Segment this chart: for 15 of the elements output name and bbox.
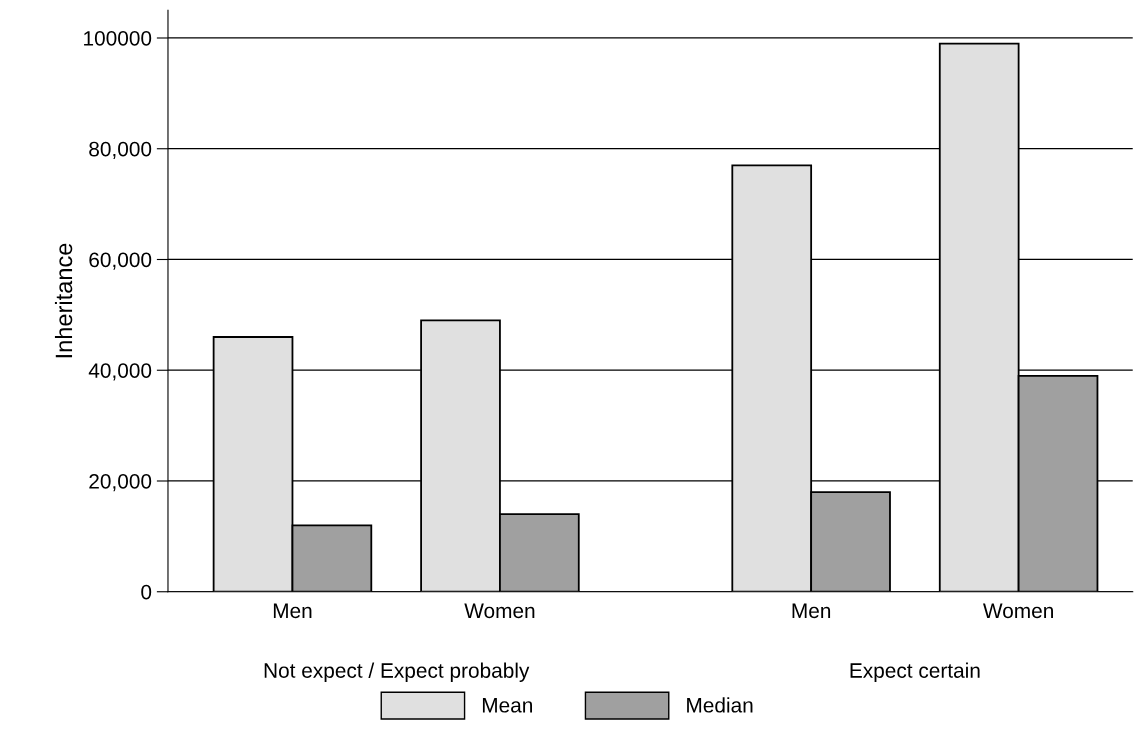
y-tick-label: 60,000 bbox=[89, 252, 152, 270]
x-tick-label: Women bbox=[464, 603, 535, 619]
legend-label: Median bbox=[687, 697, 753, 713]
x-tick-label: Men bbox=[273, 603, 312, 619]
y-tick-label: 40,000 bbox=[88, 363, 152, 381]
legend-label: Mean bbox=[482, 698, 532, 713]
y-tick-label: 0 bbox=[141, 584, 152, 600]
x-tick-label: Women bbox=[983, 603, 1053, 619]
x-tick-label: Men bbox=[792, 603, 831, 619]
y-tick-label: 80,000 bbox=[89, 141, 152, 159]
text: Not expect / Expect probably bbox=[264, 662, 530, 683]
y-tick-label: 100000 bbox=[84, 30, 152, 46]
y-axis-title: Inheritance bbox=[54, 243, 73, 358]
y-tick-label: 20,000 bbox=[89, 473, 152, 492]
text: Expect certain bbox=[850, 662, 980, 683]
